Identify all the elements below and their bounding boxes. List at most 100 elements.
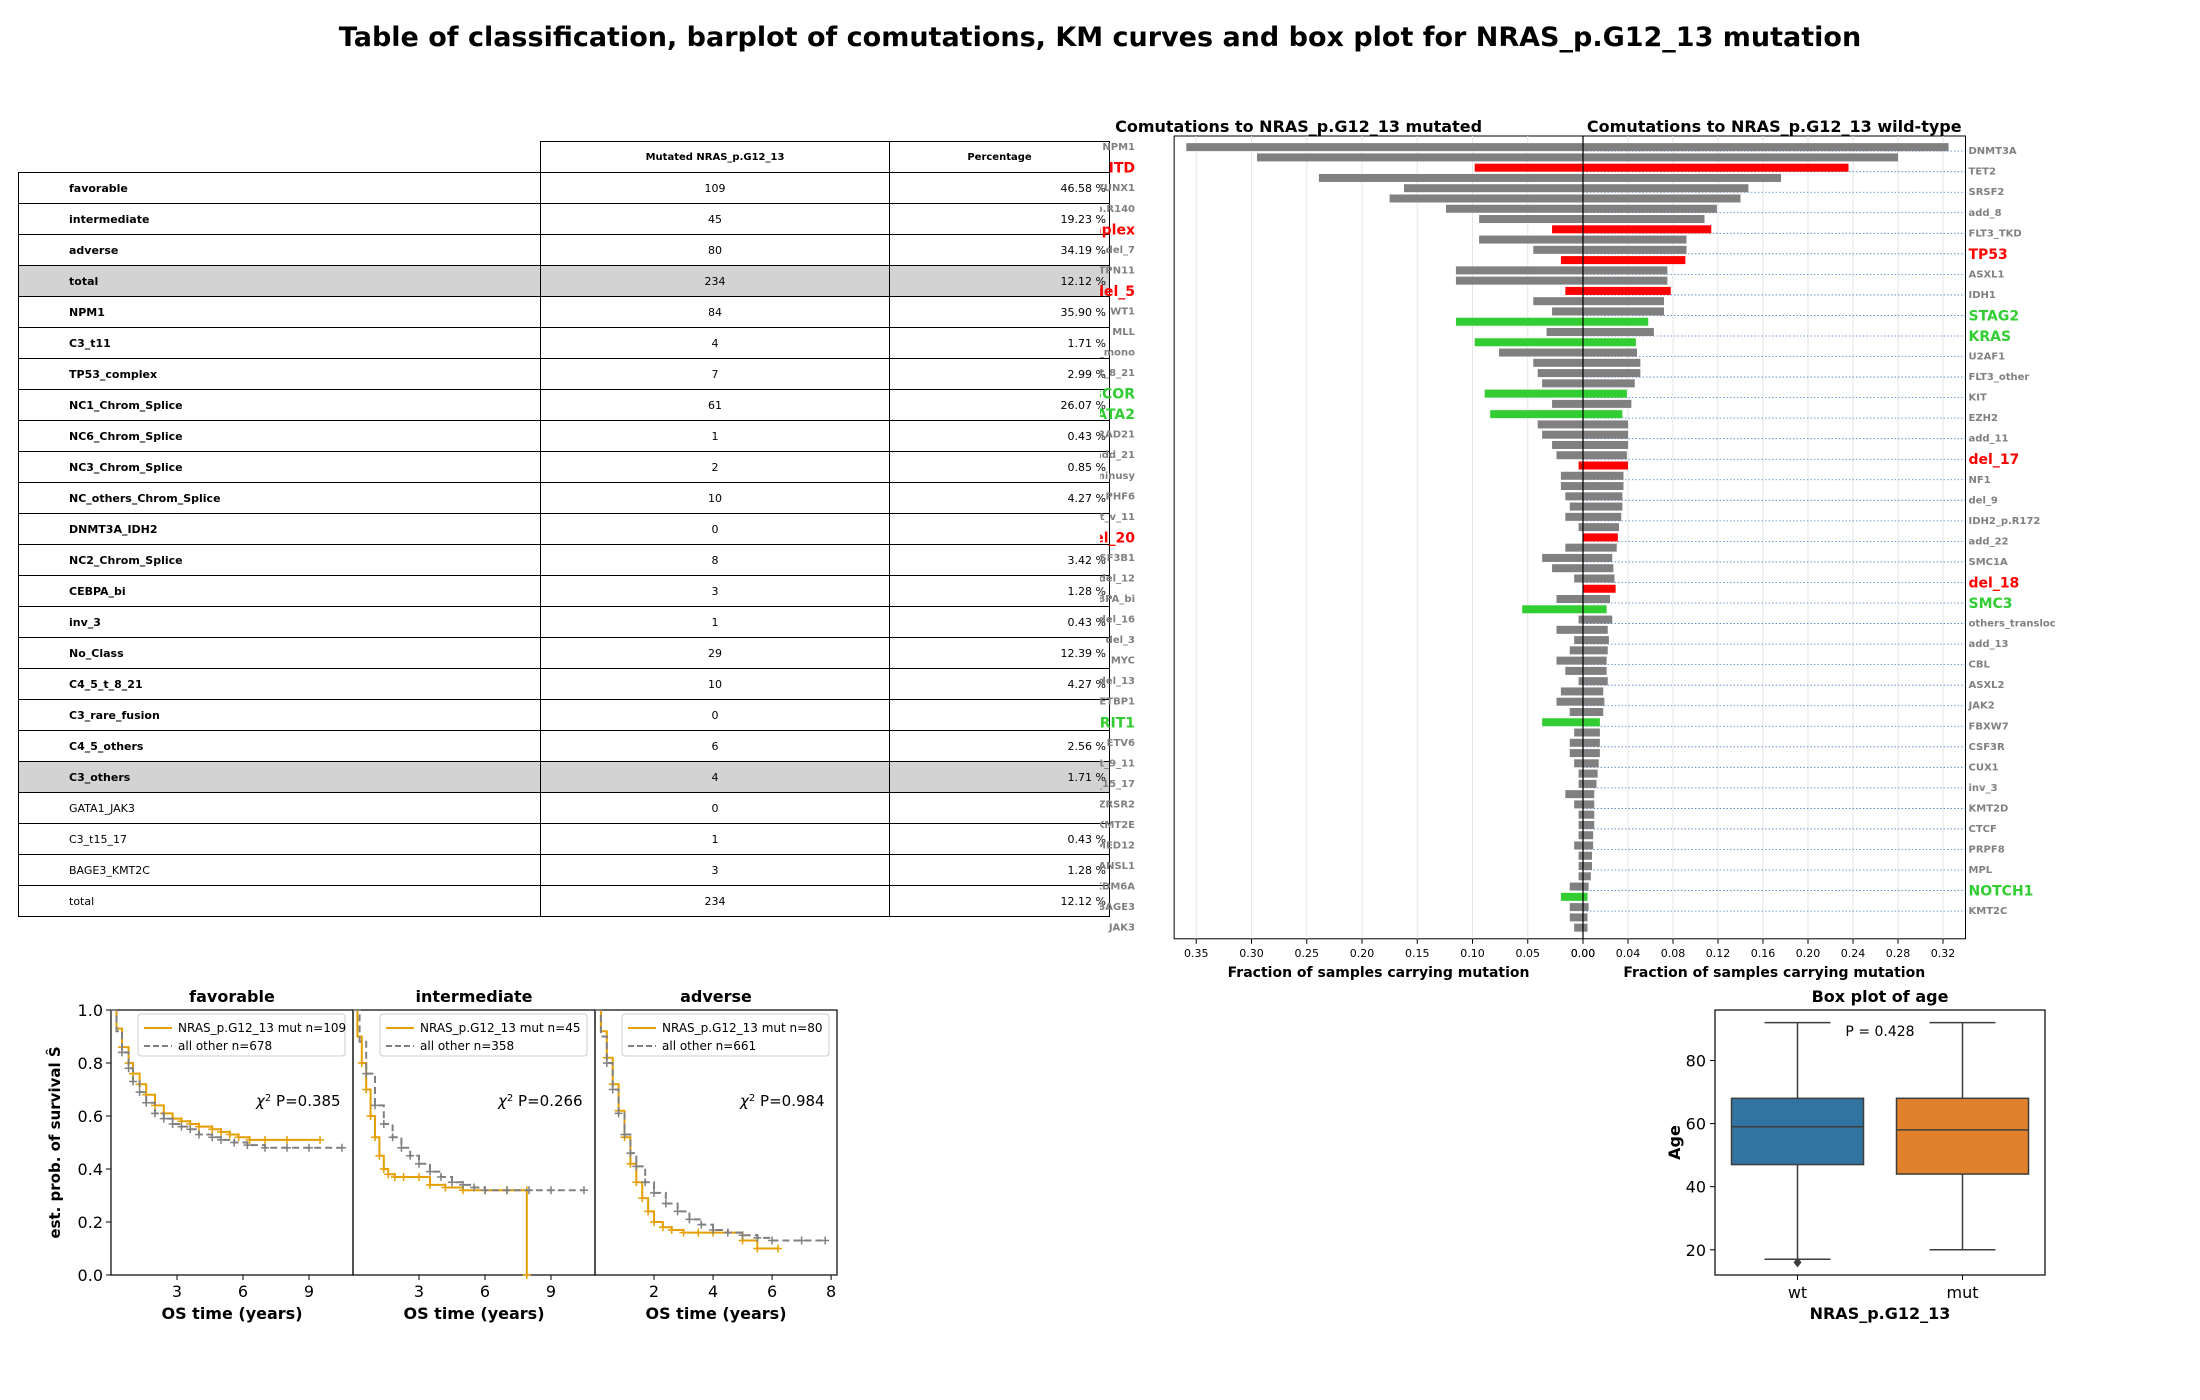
- bar-mutated: [1574, 728, 1583, 737]
- bar-mutated: [1552, 307, 1583, 316]
- table-cell-pct: 1.28 %: [889, 854, 1110, 886]
- bar-mutated: [1565, 286, 1583, 295]
- bar-mutated: [1542, 718, 1583, 727]
- x-tick-label: 0.20: [1796, 947, 1821, 960]
- gene-label-left: del_16: [1100, 615, 1135, 626]
- table-header-cell: Percentage: [889, 141, 1110, 173]
- censor-mark: [673, 1207, 682, 1216]
- bar-mutated: [1565, 492, 1583, 501]
- table-cell-count: 84: [540, 296, 890, 328]
- gene-label-right: NOTCH1: [1969, 884, 2034, 900]
- table-cell-name: GATA1_JAK3: [18, 792, 541, 824]
- table-cell-count: 4: [540, 761, 890, 793]
- bar-mutated: [1578, 810, 1583, 819]
- censor-mark: [366, 1112, 375, 1120]
- censor-mark: [426, 1167, 434, 1176]
- bar-wild-type: [1583, 625, 1608, 634]
- gene-label-right: add_11: [1969, 434, 2009, 445]
- table-row: C3_rare_fusion 0: [18, 699, 1110, 731]
- y-tick-label: 0.6: [78, 1107, 103, 1126]
- table-cell-count: 234: [540, 265, 890, 297]
- gene-label-right: del_18: [1969, 575, 2020, 591]
- km-panel-title: intermediate: [415, 987, 532, 1006]
- bar-mutated: [1479, 235, 1583, 244]
- censor-mark: [384, 1170, 393, 1179]
- bar-mutated: [1578, 851, 1583, 860]
- bar-wild-type: [1583, 451, 1627, 460]
- bar-wild-type: [1583, 718, 1600, 727]
- bar-wild-type: [1583, 327, 1654, 336]
- table-cell-name: NC1_Chrom_Splice: [18, 389, 541, 421]
- table-row: favorable 109 46.58 %: [18, 172, 1110, 204]
- bar-mutated: [1479, 215, 1583, 224]
- table-row: NC_others_Chrom_Splice 10 4.27 %: [18, 482, 1110, 514]
- bar-wild-type: [1583, 471, 1624, 480]
- table-cell-pct: 2.99 %: [889, 358, 1110, 390]
- bar-wild-type: [1583, 564, 1614, 573]
- censor-mark: [362, 1085, 371, 1094]
- gene-label-right: KIT: [1969, 393, 1987, 404]
- table-cell-name: BAGE3_KMT2C: [18, 854, 541, 886]
- gene-label-left: del_7: [1106, 245, 1135, 256]
- table-cell-pct: 1.71 %: [889, 761, 1110, 793]
- km-legend-mut: NRAS_p.G12_13 mut n=109: [178, 1021, 346, 1035]
- bar-mutated: [1578, 523, 1583, 532]
- censor-mark: [626, 1149, 635, 1158]
- gene-label-left: BAGE3: [1100, 902, 1135, 913]
- censor-mark: [195, 1130, 203, 1139]
- x-tick-label: 0.15: [1405, 947, 1430, 960]
- table-cell-pct: 12.12 %: [889, 265, 1110, 297]
- km-legend: [137, 1013, 346, 1057]
- bar-mutated: [1537, 369, 1583, 378]
- bar-mutated: [1578, 831, 1583, 840]
- bar-mutated: [1474, 338, 1583, 347]
- km-panel-title: favorable: [189, 987, 275, 1006]
- table-cell-pct: 1.28 %: [889, 575, 1110, 607]
- bar-mutated: [1186, 143, 1583, 152]
- censor-mark: [768, 1236, 777, 1245]
- gene-label-left: CEBPA_mono: [1100, 348, 1135, 359]
- table-row: NC6_Chrom_Splice 1 0.43 %: [18, 420, 1110, 452]
- km-legend-other: all other n=661: [662, 1039, 756, 1053]
- censor-mark: [186, 1125, 195, 1134]
- censor-mark: [159, 1114, 168, 1123]
- bar-wild-type: [1583, 605, 1607, 614]
- bar-wild-type: [1583, 348, 1637, 357]
- table-cell-name: C4_5_others: [18, 730, 541, 762]
- gene-label-left: WT1: [1110, 306, 1135, 317]
- bar-wild-type: [1583, 410, 1623, 419]
- censor-mark: [208, 1125, 217, 1134]
- censor-mark: [124, 1064, 133, 1073]
- bar-mutated: [1474, 163, 1583, 172]
- bar-mutated: [1569, 738, 1583, 747]
- censor-mark: [638, 1194, 647, 1203]
- gene-label-left: RAD21: [1100, 430, 1135, 441]
- gene-label-right: DNMT3A: [1969, 146, 2017, 157]
- table-cell-name: intermediate: [18, 203, 541, 235]
- censor-mark: [225, 1130, 234, 1139]
- censor-mark: [379, 1165, 388, 1173]
- km-pvalue: χ2 P=0.984: [739, 1092, 825, 1110]
- x-tick-label: 0.35: [1184, 947, 1209, 960]
- box-title: Box plot of age: [1812, 987, 1949, 1006]
- bar-wild-type: [1583, 728, 1600, 737]
- gene-label-left: ETV6: [1107, 738, 1135, 749]
- table-cell-pct: 0.43 %: [889, 823, 1110, 855]
- censor-mark: [547, 1186, 555, 1195]
- age-boxplot: Box plot of age 20 40 60 80 Age P = 0.428 wt mut…: [1665, 987, 2046, 1323]
- bar-mutated: [1546, 327, 1583, 336]
- bar-wild-type: [1583, 420, 1628, 429]
- y-tick-label: 1.0: [78, 1001, 103, 1020]
- bar-mutated: [1560, 687, 1583, 696]
- table-cell-count: 0: [540, 513, 890, 545]
- table-cell-count: 0: [540, 699, 890, 731]
- bar-mutated: [1565, 666, 1583, 675]
- bar-mutated: [1578, 779, 1583, 788]
- bar-wild-type: [1583, 882, 1589, 891]
- gene-label-right: U2AF1: [1969, 352, 2006, 363]
- bar-wild-type: [1583, 225, 1712, 234]
- y-tick-label: 60: [1686, 1115, 1706, 1134]
- bar-wild-type: [1583, 769, 1598, 778]
- bar-wild-type: [1583, 430, 1628, 439]
- censor-mark: [217, 1127, 225, 1136]
